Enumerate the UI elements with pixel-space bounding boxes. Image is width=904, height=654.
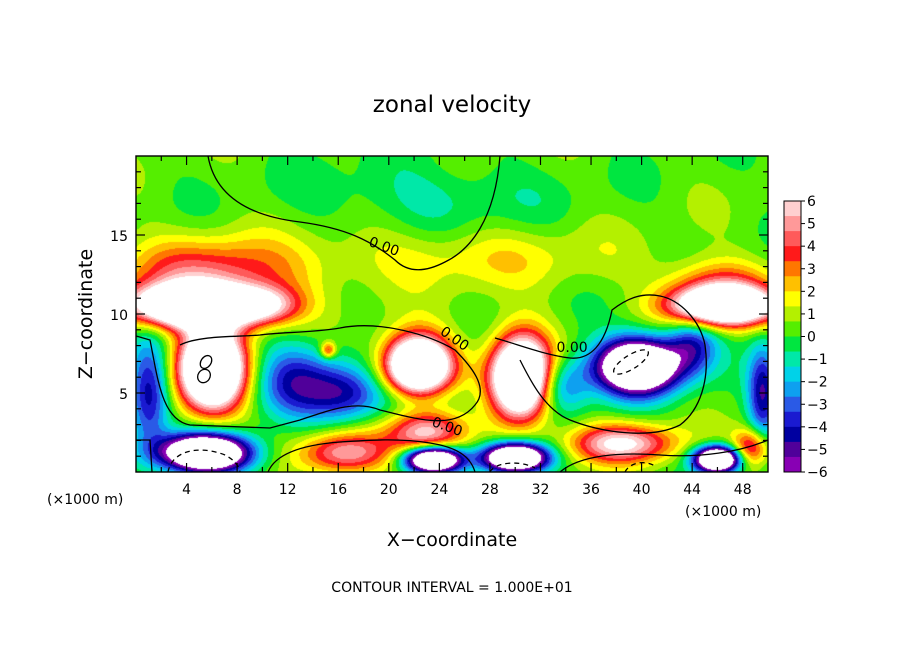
y-tick-label: 5 (119, 387, 128, 403)
colorbar-label: −1 (807, 352, 828, 368)
colorbar-swatch (784, 396, 801, 413)
y-axis-label: Z−coordinate (75, 249, 97, 379)
contour-lines (136, 156, 768, 472)
closed-contour-a (199, 354, 213, 370)
colorbar-swatch (784, 276, 801, 292)
colorbar-label: −6 (807, 465, 828, 481)
contour-label: 0.00 (556, 340, 587, 356)
colorbar-swatch (784, 261, 801, 277)
colorbar-label: −3 (807, 397, 828, 413)
x-tick-label: 24 (430, 482, 448, 498)
x-tick-label: 16 (329, 482, 347, 498)
colorbar-swatch (784, 411, 801, 428)
colorbar-swatch (784, 201, 801, 217)
x-tick-label: 40 (633, 482, 651, 498)
colorbar-swatch (784, 381, 801, 398)
colorbar-label: 5 (807, 217, 816, 233)
chart-title: zonal velocity (373, 92, 531, 118)
colorbar-label: 4 (807, 239, 816, 255)
colorbar-label: 3 (807, 262, 816, 278)
colorbar (783, 200, 805, 473)
colorbar-label: 0 (807, 330, 816, 346)
x-tick-label: 36 (582, 482, 600, 498)
x-tick-label: 20 (380, 482, 398, 498)
zero-contour-upper (207, 156, 501, 271)
x-tick-label: 28 (481, 482, 499, 498)
y-tick-label: 10 (110, 308, 128, 324)
x-tick-label: 8 (233, 482, 242, 498)
colorbar-label: 6 (807, 194, 816, 210)
zero-contour-mid (136, 325, 481, 429)
x-tick-label: 48 (734, 482, 752, 498)
colorbar-swatch (784, 321, 801, 337)
y-tick-label: 15 (110, 229, 128, 245)
colorbar-label: 2 (807, 284, 816, 300)
colorbar-swatch (784, 456, 801, 473)
x-unit-left: (×1000 m) (47, 492, 123, 508)
colorbar-swatch (784, 291, 801, 307)
x-tick-label: 32 (532, 482, 550, 498)
x-tick-label: 12 (279, 482, 297, 498)
colorbar-swatch (784, 231, 801, 247)
colorbar-swatch (784, 351, 801, 368)
colorbar-label: −4 (807, 420, 828, 436)
colorbar-label: 1 (807, 307, 816, 323)
colorbar-swatch (784, 336, 801, 352)
colorbar-swatch (784, 426, 801, 443)
colorbar-swatch (784, 306, 801, 322)
colorbar-swatch (784, 441, 801, 458)
colorbar-label: −5 (807, 442, 828, 458)
colorbar-label: −2 (807, 375, 828, 391)
colorbar-swatch (784, 216, 801, 232)
colorbar-swatch (784, 366, 801, 383)
colorbar-swatch (784, 246, 801, 262)
dashed-contour-bottom-left (167, 449, 241, 472)
closed-contour-b (197, 368, 211, 384)
x-unit-right: (×1000 m) (685, 504, 761, 520)
dashed-contour-bottom-mid (489, 462, 536, 472)
x-tick-label: 44 (683, 482, 701, 498)
colorbar-labels: 6 5 4 3 2 1 0 −1 −2 −3 −4 −5 −6 (807, 194, 828, 481)
axis-ticks (136, 156, 768, 472)
contour-interval-note: CONTOUR INTERVAL = 1.000E+01 (331, 580, 572, 596)
dashed-contour-bottom-right (624, 461, 656, 472)
x-tick-label: 4 (182, 482, 191, 498)
zero-contour-right (494, 294, 707, 434)
x-axis-label: X−coordinate (387, 529, 517, 551)
